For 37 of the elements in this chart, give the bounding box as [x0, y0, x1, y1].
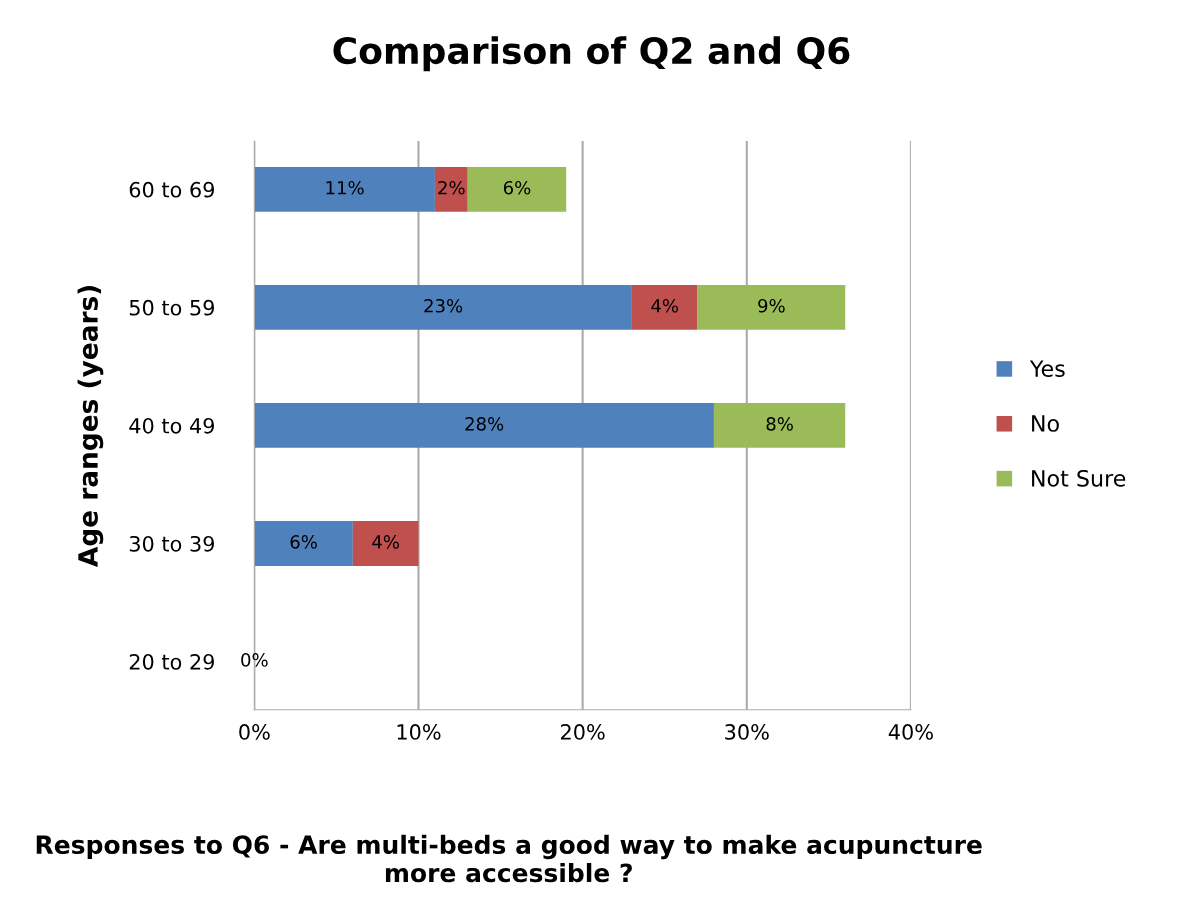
x-axis-title: Responses to Q6 - Are multi-beds a good way to make acupuncture more accessible ?: [36, 834, 982, 883]
legend-label: Yes: [1029, 360, 1065, 378]
bar: [467, 166, 567, 212]
x-tick-label: 40%: [888, 724, 933, 740]
data-label: 9%: [758, 298, 785, 313]
chart-title: Comparison of Q2 and Q6: [333, 36, 850, 72]
bar: [352, 521, 419, 566]
y-tick-label: 40 to 49: [129, 417, 214, 434]
bar: [713, 403, 846, 448]
bar: [254, 521, 353, 566]
data-label: 6%: [503, 180, 531, 195]
bar: [434, 166, 468, 212]
bar: [254, 284, 632, 330]
legend-label: No: [1032, 415, 1059, 432]
bar: [697, 284, 846, 330]
y-tick-label: 50 to 59: [129, 299, 214, 316]
data-label: 8%: [766, 417, 793, 431]
y-axis-title: Age ranges (years): [77, 285, 104, 568]
x-tick-label: 0%: [239, 724, 270, 740]
y-tick-label: 60 to 69: [129, 181, 214, 198]
x-tick-label: 10%: [397, 724, 441, 740]
bar: [631, 284, 698, 330]
legend-label: Not Sure: [1032, 469, 1126, 487]
data-label: 11%: [326, 180, 364, 195]
bar: [254, 166, 435, 212]
data-label: 23%: [424, 298, 463, 313]
data-label: 4%: [372, 535, 399, 549]
data-label: 2%: [438, 180, 465, 195]
data-label: 28%: [465, 417, 504, 431]
bar: [254, 403, 714, 448]
data-label: 4%: [651, 298, 679, 313]
x-tick-label: 30%: [725, 724, 769, 740]
data-label: 6%: [290, 535, 317, 549]
data-label: 0%: [241, 653, 268, 667]
x-tick-label: 20%: [561, 724, 605, 740]
y-tick-label: 20 to 29: [129, 653, 214, 670]
y-tick-label: 30 to 39: [129, 535, 214, 552]
